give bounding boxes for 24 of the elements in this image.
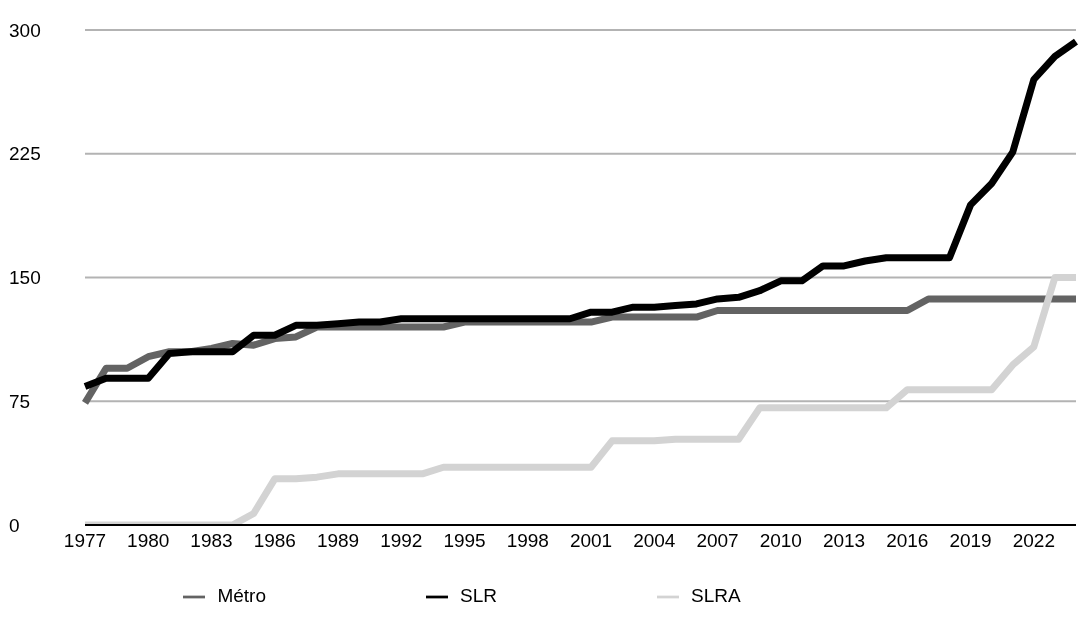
x-tick-label: 2019 (949, 529, 992, 551)
x-tick-label: 1986 (253, 529, 296, 551)
y-tick-label: 225 (9, 143, 41, 165)
x-tick-label: 2010 (759, 529, 802, 551)
legend-label: SLR (459, 585, 497, 607)
x-tick-label: 1977 (63, 529, 107, 551)
x-tick-label: 1992 (380, 529, 423, 551)
x-tick-label: 2013 (822, 529, 866, 551)
x-tick-label: 2022 (1012, 529, 1055, 551)
y-tick-label: 0 (9, 514, 20, 536)
x-tick-label: 1980 (127, 529, 170, 551)
y-tick-label: 300 (9, 19, 41, 41)
legend-label: Métro (217, 585, 266, 607)
x-tick-label: 2001 (569, 529, 613, 551)
y-tick-label: 150 (9, 267, 41, 289)
x-tick-label: 2007 (696, 529, 739, 551)
x-tick-label: 1995 (443, 529, 486, 551)
legend-label: SLRA (690, 585, 741, 607)
x-tick-label: 2016 (886, 529, 929, 551)
x-tick-label: 2004 (633, 529, 676, 551)
x-tick-label: 1998 (506, 529, 549, 551)
x-tick-label: 1983 (190, 529, 233, 551)
y-tick-label: 75 (9, 391, 31, 413)
x-tick-label: 1989 (316, 529, 360, 551)
